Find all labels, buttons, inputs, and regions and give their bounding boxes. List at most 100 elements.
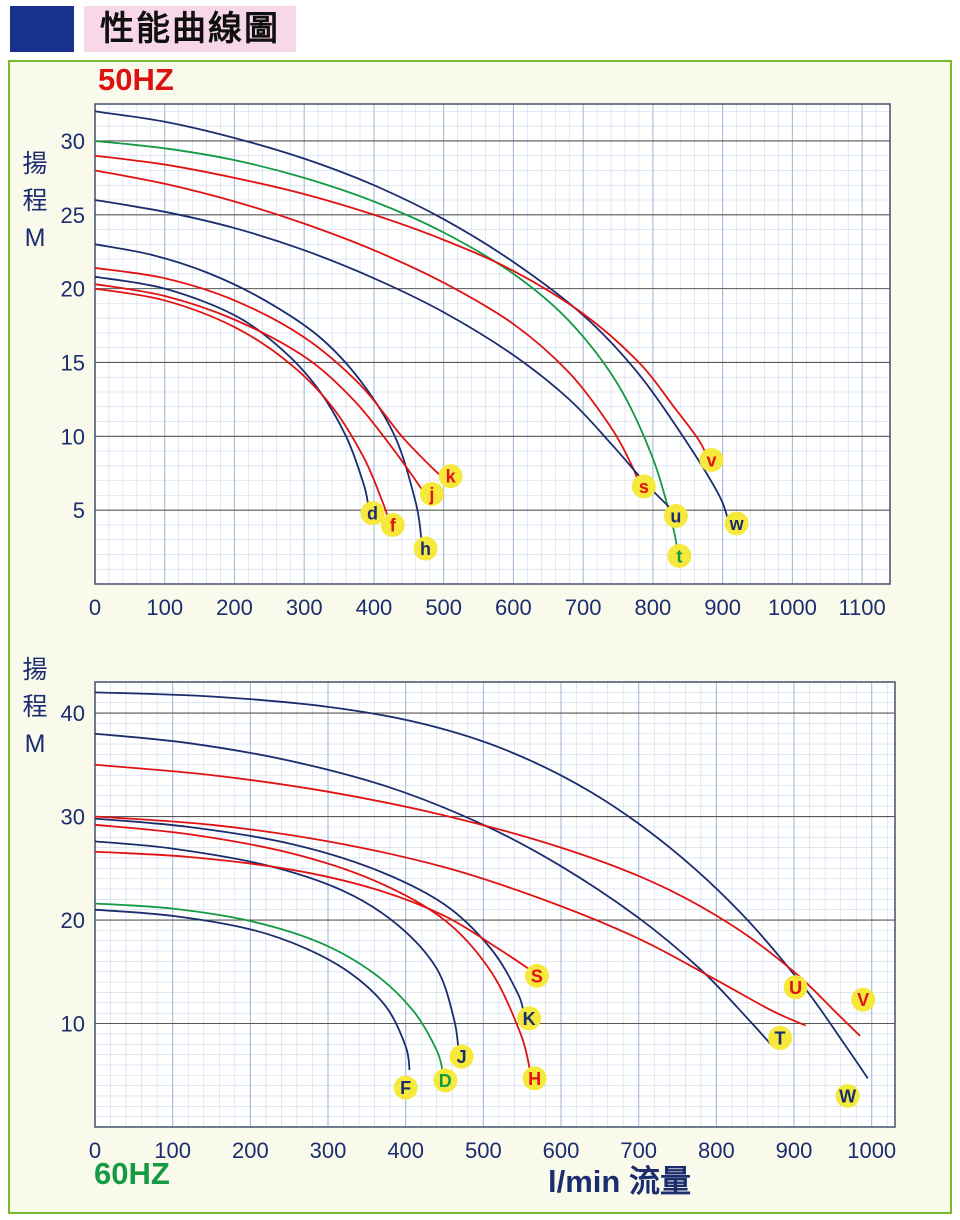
y-axis-label-60hz: 揚 程 M: [18, 652, 52, 763]
svg-text:800: 800: [698, 1138, 735, 1163]
curve-label-text-K: K: [523, 1009, 536, 1029]
svg-text:800: 800: [635, 595, 672, 620]
svg-text:300: 300: [286, 595, 323, 620]
curve-label-text-U: U: [789, 978, 802, 998]
svg-text:0: 0: [89, 1138, 101, 1163]
curve-label-bubble-h: [413, 536, 438, 561]
svg-text:700: 700: [565, 595, 602, 620]
svg-text:500: 500: [465, 1138, 502, 1163]
curve-label-text-V: V: [857, 990, 869, 1010]
curve-label-bubble-S: [524, 963, 549, 988]
svg-text:25: 25: [61, 203, 85, 228]
curve-label-text-S: S: [531, 966, 543, 986]
curve-label-text-T: T: [775, 1029, 786, 1049]
curve-label-text-F: F: [400, 1078, 411, 1098]
curve-label-bubble-V: [851, 987, 876, 1012]
curve-s: [94, 169, 640, 484]
svg-text:900: 900: [704, 595, 741, 620]
curve-label-text-v: v: [706, 450, 716, 470]
curve-U: [94, 815, 807, 1027]
curve-label-bubble-T: [768, 1026, 793, 1050]
curve-label-bubble-F: [393, 1075, 418, 1100]
svg-text:40: 40: [61, 701, 85, 726]
chart-panel: 50HZ 揚 程 M 0 100 200 300 400 500 600 700 800 900 1…: [8, 60, 952, 1214]
svg-text:10: 10: [61, 424, 85, 449]
curve-label-bubble-U: [783, 975, 808, 1000]
y-axis-char: 揚: [22, 150, 48, 178]
curve-label-bubble-s: [631, 474, 656, 499]
curve-label-bubble-j: [419, 481, 444, 506]
chart-50hz-plot: 0 100 200 300 400 500 600 700 800 900 1000 1100 5 10 1…: [61, 103, 891, 620]
y-axis-char: 程: [22, 693, 48, 721]
y-axis-char: 程: [22, 187, 48, 215]
curve-label-text-w: w: [729, 514, 745, 534]
curve-label-bubble-D: [433, 1068, 458, 1093]
curve-D: [94, 902, 444, 1074]
curve-label-text-t: t: [676, 546, 682, 566]
x-axis-label-flow: l/min 流量: [548, 1164, 691, 1199]
curve-j: [94, 283, 424, 492]
curve-label-text-d: d: [367, 504, 378, 524]
svg-text:30: 30: [61, 805, 85, 830]
y-axis-char: M: [24, 224, 46, 252]
svg-text:1000: 1000: [847, 1138, 896, 1163]
y-axis-char: M: [24, 730, 46, 758]
curve-label-bubble-t: [667, 543, 692, 568]
svg-text:900: 900: [776, 1138, 813, 1163]
curve-label-text-H: H: [528, 1069, 541, 1089]
curve-label-bubble-v: [699, 447, 724, 472]
svg-text:300: 300: [310, 1138, 347, 1163]
curve-K: [94, 817, 525, 1016]
curve-label-bubble-f: [380, 512, 405, 537]
svg-text:400: 400: [387, 1138, 424, 1163]
curve-d: [94, 275, 370, 506]
curve-F: [94, 908, 411, 1071]
curve-label-bubble-W: [835, 1083, 860, 1108]
curve-t: [94, 140, 679, 551]
curve-label-text-h: h: [420, 539, 431, 559]
svg-text:600: 600: [495, 595, 532, 620]
page-title: 性能曲線圖: [84, 6, 296, 52]
svg-text:15: 15: [61, 350, 85, 375]
svg-text:700: 700: [620, 1138, 657, 1163]
curve-h: [94, 243, 423, 540]
curve-label-text-j: j: [428, 484, 434, 504]
y-axis-label-50hz: 揚 程 M: [18, 146, 52, 257]
freq-label-50hz: 50HZ: [98, 62, 174, 97]
curve-v: [94, 154, 709, 458]
svg-text:100: 100: [154, 1138, 191, 1163]
y-axis-char: 揚: [22, 656, 48, 684]
svg-text:5: 5: [73, 498, 85, 523]
curve-label-text-D: D: [439, 1071, 452, 1091]
svg-text:1000: 1000: [768, 595, 817, 620]
svg-text:0: 0: [89, 595, 101, 620]
curve-label-bubble-u: [663, 504, 688, 529]
svg-text:10: 10: [61, 1012, 85, 1037]
curve-k: [94, 267, 445, 479]
page-header: 性能曲線圖: [10, 6, 296, 52]
curve-T: [94, 732, 772, 1045]
svg-text:20: 20: [61, 908, 85, 933]
svg-text:200: 200: [216, 595, 253, 620]
curve-label-text-u: u: [670, 507, 681, 527]
curve-H: [94, 823, 531, 1071]
curve-label-text-f: f: [390, 515, 397, 535]
svg-text:20: 20: [61, 277, 85, 302]
curve-f: [94, 287, 389, 518]
curve-label-bubble-d: [360, 501, 385, 526]
curve-u: [94, 199, 674, 511]
svg-text:500: 500: [425, 595, 462, 620]
curve-label-text-k: k: [446, 467, 457, 487]
svg-text:100: 100: [146, 595, 183, 620]
curve-label-bubble-K: [517, 1006, 542, 1031]
curve-J: [94, 840, 460, 1050]
curve-label-bubble-k: [438, 464, 463, 489]
chart-60hz-plot: 0 100 200 300 400 500 600 700 800 900 1000 10 20 30 40…: [61, 681, 896, 1163]
curve-label-text-s: s: [639, 477, 649, 497]
curve-label-text-W: W: [839, 1086, 856, 1106]
svg-text:400: 400: [356, 595, 393, 620]
title-marker-square: [10, 6, 74, 52]
curve-label-text-J: J: [457, 1047, 467, 1067]
curve-label-bubble-J: [449, 1044, 474, 1069]
svg-text:30: 30: [61, 129, 85, 154]
